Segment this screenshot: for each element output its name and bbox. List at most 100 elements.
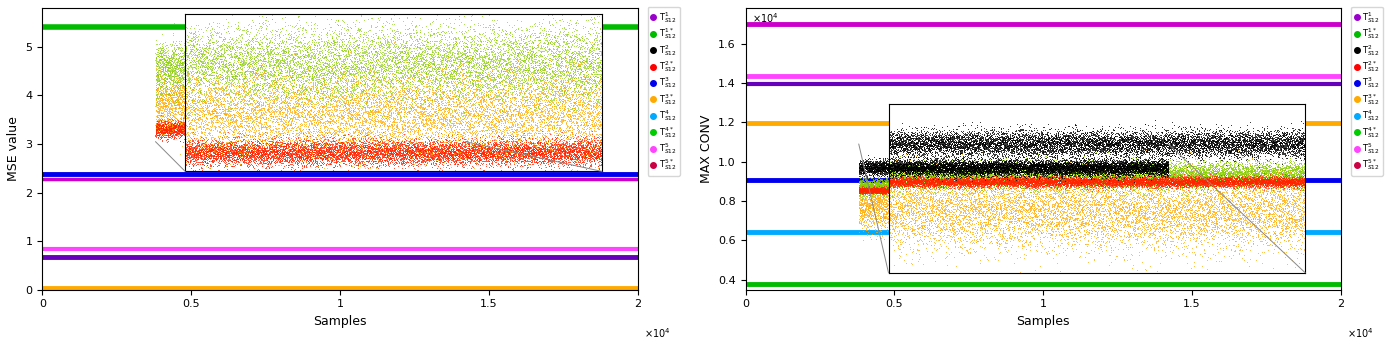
- Point: [967, 188, 989, 194]
- Point: [442, 134, 464, 139]
- Point: [851, 188, 874, 194]
- Point: [858, 203, 881, 209]
- Point: [993, 201, 1015, 207]
- Point: [244, 121, 267, 126]
- Point: [240, 59, 263, 64]
- Point: [415, 44, 438, 49]
- Point: [1106, 181, 1128, 187]
- Point: [975, 192, 997, 198]
- Point: [1051, 225, 1074, 230]
- Point: [365, 87, 388, 92]
- Point: [267, 102, 289, 108]
- Point: [918, 178, 940, 183]
- Point: [1032, 164, 1054, 169]
- Point: [207, 110, 229, 116]
- Point: [407, 120, 429, 125]
- Point: [279, 60, 301, 66]
- Point: [1045, 165, 1067, 170]
- Point: [1050, 172, 1072, 177]
- Point: [1108, 216, 1131, 222]
- Point: [186, 67, 208, 72]
- Point: [431, 113, 453, 119]
- Point: [1110, 187, 1132, 193]
- Point: [1003, 218, 1025, 224]
- Point: [949, 187, 971, 193]
- Point: [974, 188, 996, 193]
- Point: [863, 171, 885, 176]
- Point: [344, 130, 367, 136]
- Point: [992, 185, 1014, 191]
- Point: [1135, 190, 1157, 196]
- Point: [945, 196, 967, 202]
- Point: [953, 190, 975, 196]
- Point: [1146, 166, 1168, 171]
- Point: [185, 99, 207, 105]
- Point: [953, 188, 975, 194]
- Point: [1053, 188, 1075, 194]
- Point: [960, 188, 982, 194]
- Point: [890, 168, 913, 174]
- Point: [419, 116, 442, 122]
- Point: [851, 190, 874, 196]
- Point: [356, 126, 378, 131]
- Point: [956, 188, 978, 193]
- Point: [886, 218, 908, 224]
- Point: [157, 96, 179, 102]
- Point: [1133, 180, 1156, 186]
- Point: [864, 187, 886, 193]
- Point: [376, 84, 399, 89]
- Point: [235, 107, 257, 112]
- Point: [1058, 193, 1081, 199]
- Point: [328, 127, 350, 132]
- Point: [1104, 160, 1126, 166]
- Point: [895, 160, 917, 166]
- Point: [1071, 165, 1093, 171]
- Point: [1024, 188, 1046, 194]
- Point: [199, 106, 221, 111]
- Point: [995, 209, 1017, 214]
- Point: [1135, 209, 1157, 215]
- Point: [906, 195, 928, 200]
- Point: [953, 192, 975, 197]
- Point: [150, 123, 172, 129]
- Point: [160, 120, 182, 126]
- Point: [1139, 186, 1161, 191]
- Point: [144, 55, 167, 60]
- Point: [263, 92, 285, 98]
- Point: [1040, 185, 1063, 190]
- Point: [304, 125, 326, 130]
- Point: [961, 186, 983, 191]
- Point: [970, 206, 992, 212]
- Point: [975, 185, 997, 190]
- Point: [251, 73, 274, 79]
- Point: [924, 209, 946, 215]
- Point: [363, 45, 385, 50]
- Point: [899, 188, 921, 194]
- Point: [147, 78, 169, 83]
- Point: [933, 159, 956, 165]
- Point: [1115, 187, 1138, 192]
- Point: [390, 60, 413, 65]
- Point: [997, 175, 1020, 181]
- Point: [876, 185, 899, 190]
- Point: [171, 59, 193, 64]
- Point: [1125, 187, 1147, 193]
- Point: [976, 201, 999, 206]
- Point: [1007, 186, 1029, 192]
- Point: [1025, 183, 1047, 188]
- Point: [1129, 158, 1151, 164]
- Point: [1035, 201, 1057, 207]
- Point: [1100, 185, 1122, 190]
- Point: [196, 78, 218, 84]
- Point: [322, 51, 344, 56]
- Point: [968, 190, 990, 195]
- Point: [382, 128, 404, 134]
- Point: [1064, 190, 1086, 195]
- Point: [251, 72, 274, 77]
- Point: [946, 186, 968, 191]
- Point: [910, 188, 932, 193]
- Point: [1142, 184, 1164, 189]
- Point: [1067, 181, 1089, 187]
- Point: [1021, 186, 1043, 191]
- Point: [1047, 164, 1070, 170]
